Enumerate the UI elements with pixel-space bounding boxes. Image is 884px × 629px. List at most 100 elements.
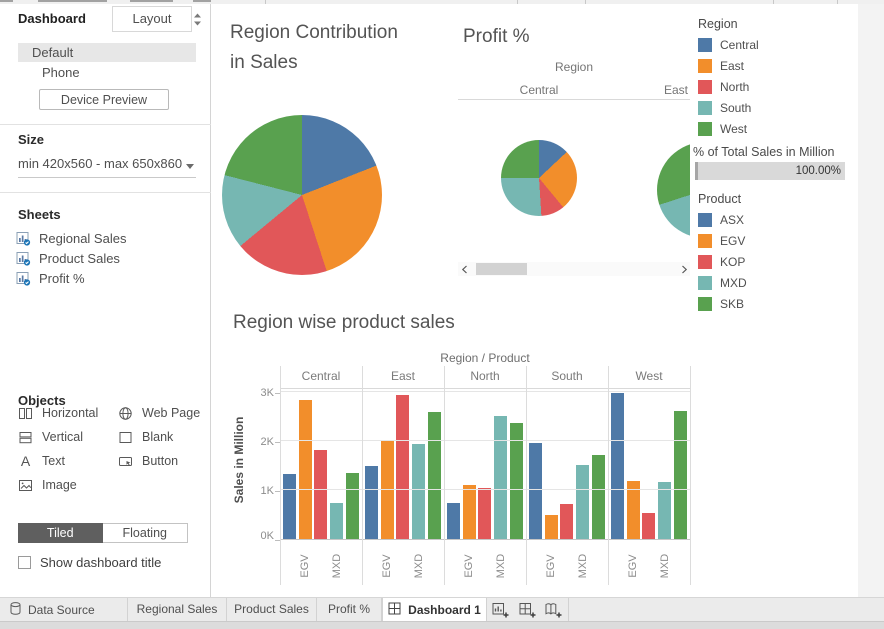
object-label: Vertical [42,430,83,444]
bar-south-skb[interactable] [592,455,606,539]
legend-label: Central [720,37,759,52]
new-worksheet-icon[interactable] [489,598,513,621]
x-tick-north-mxd: MXD [495,553,508,579]
legend-label: South [720,100,752,115]
legend-label: EGV [720,233,746,248]
sheet-item-label: Product Sales [39,250,120,266]
new-dashboard-icon[interactable] [516,598,540,621]
bar-north-kop[interactable] [478,488,492,539]
swap-panes-icon[interactable] [193,13,202,29]
sheet-item-profit[interactable]: Profit % [16,268,196,288]
product-legend-item-egv[interactable]: EGV [698,230,848,251]
bar-central-mxd[interactable] [330,503,344,539]
bar-central-egv[interactable] [298,400,312,539]
bar-west-egv[interactable] [626,481,640,539]
show-dashboard-title-checkbox[interactable] [18,556,31,569]
object-blank[interactable]: Blank [118,428,173,446]
y-tick-mark [275,393,280,394]
worksheet-icon [16,231,31,246]
top-edge-strip [0,0,884,4]
product-legend-item-asx[interactable]: ASX [698,209,848,230]
legend-label: North [720,79,750,94]
region-legend-item-west[interactable]: West [698,118,848,139]
product-legend-item-kop[interactable]: KOP [698,251,848,272]
tab-layout[interactable]: Layout [112,6,192,32]
bar-east-skb[interactable] [428,412,442,539]
object-label: Blank [142,430,174,444]
object-horizontal[interactable]: Horizontal [18,404,98,422]
object-button[interactable]: Button [118,452,178,470]
device-item-phone[interactable]: Phone [42,65,80,80]
scrollbar-thumb[interactable] [476,263,527,275]
bar-central-skb[interactable] [346,473,360,539]
bar-west-skb[interactable] [674,411,688,539]
pie-chart-title: Region Contribution in Sales [230,22,398,73]
bar-group-east [362,387,444,539]
product-legend-item-mxd[interactable]: MXD [698,272,848,293]
product-legend-item-skb[interactable]: SKB [698,293,848,314]
data-source-tab[interactable]: Data Source [0,598,127,621]
legend-label: West [720,121,748,136]
bar-north-egv[interactable] [462,485,476,539]
profit-col-east: East [663,83,688,97]
total-sales-value-bar[interactable]: 100.00% [695,162,845,180]
sheet-tab-profit-pct[interactable]: Profit % [317,598,382,621]
bar-south-kop[interactable] [560,504,574,539]
tiled-button[interactable]: Tiled [18,523,103,543]
legend-swatch [698,233,712,248]
bar-west-mxd[interactable] [658,482,672,539]
bar-west-kop[interactable] [642,513,656,539]
device-preview-button[interactable]: Device Preview [39,89,169,110]
bar-south-egv[interactable] [544,515,558,539]
bar-south-asx[interactable] [528,443,542,539]
sheet-item-product-sales[interactable]: Product Sales [16,248,196,268]
bar-north-mxd[interactable] [494,416,508,539]
profit-region-header: Region [554,60,594,74]
profit-pie-central[interactable] [501,140,577,216]
gridline-1K [280,489,690,490]
bar-east-kop[interactable] [396,395,410,539]
region-legend-item-south[interactable]: South [698,97,848,118]
scroll-right-icon[interactable] [678,264,690,274]
bar-central-kop[interactable] [314,450,328,539]
object-vertical[interactable]: Vertical [18,428,83,446]
floating-button[interactable]: Floating [102,523,188,543]
region-legend: Central East North South West [698,34,848,139]
region-legend-item-central[interactable]: Central [698,34,848,55]
object-text[interactable]: A Text [18,452,65,470]
legend-swatch [698,58,712,73]
bar-south-mxd[interactable] [576,465,590,539]
sheet-item-regional-sales[interactable]: Regional Sales [16,228,196,248]
bar-col-header-north: North [470,369,500,383]
profit-chart-title: Profit % [463,26,530,47]
legend-swatch [698,296,712,311]
scroll-left-icon[interactable] [458,264,470,274]
profit-horizontal-scrollbar[interactable] [458,262,690,276]
region-legend-item-east[interactable]: East [698,55,848,76]
dashboard-grid-icon [388,602,401,618]
profit-pie-east[interactable] [657,142,690,238]
bar-east-asx[interactable] [364,466,378,539]
object-web-page[interactable]: Web Page [118,404,200,422]
object-label: Button [142,454,179,468]
object-image[interactable]: Image [18,476,77,494]
text-icon: A [20,453,31,469]
bar-north-asx[interactable] [446,503,460,539]
total-sales-legend-title: % of Total Sales in Million [693,145,835,159]
bar-west-asx[interactable] [610,393,624,539]
image-icon [18,478,33,493]
legend-label: KOP [720,254,746,269]
region-legend-item-north[interactable]: North [698,76,848,97]
sheet-tab-regional-sales[interactable]: Regional Sales [127,598,227,621]
dashboard-tab-active[interactable]: Dashboard 1 [382,598,487,621]
tab-dashboard[interactable]: Dashboard [18,11,86,26]
bar-north-skb[interactable] [510,423,524,539]
new-story-icon[interactable] [542,598,566,621]
bar-east-mxd[interactable] [412,444,426,539]
bar-central-asx[interactable] [282,474,296,539]
region-contribution-pie[interactable] [222,115,382,275]
size-dropdown[interactable]: min 420x560 - max 650x860 [18,156,196,178]
sheet-tab-product-sales[interactable]: Product Sales [227,598,317,621]
device-item-default[interactable]: Default [18,43,196,62]
profit-pie-east-clipped [657,142,690,238]
